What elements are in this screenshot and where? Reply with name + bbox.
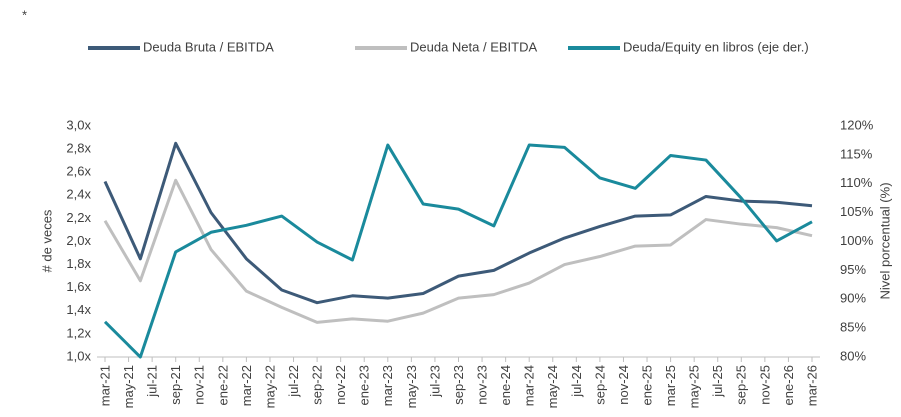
line-series xyxy=(103,178,813,324)
x-tick-label: may-23 xyxy=(404,365,419,408)
x-tick-label: nov-23 xyxy=(475,365,490,405)
x-tick-label: ene-22 xyxy=(215,365,230,405)
y2-tick-label: 110% xyxy=(840,175,873,190)
x-tick-label: sep-24 xyxy=(592,365,607,405)
y-tick-label: 2,2x xyxy=(66,210,91,225)
y2-tick-label: 80% xyxy=(840,348,866,363)
x-tick-label: nov-22 xyxy=(333,365,348,405)
x-tick-label: sep-22 xyxy=(310,365,325,405)
x-tick-label: mar-23 xyxy=(380,365,395,406)
note: * xyxy=(22,7,27,22)
x-tick-label: ene-26 xyxy=(781,365,796,405)
y2-tick-label: 120% xyxy=(840,117,874,132)
x-tick-label: may-24 xyxy=(545,365,560,408)
x-tick-label: mar-22 xyxy=(239,365,254,406)
y-tick-label: 2,8x xyxy=(66,141,91,156)
y-tick-label: 2,0x xyxy=(66,233,91,248)
x-tick-label: may-21 xyxy=(121,365,136,408)
y2-tick-label: 105% xyxy=(840,204,874,219)
y2-tick-label: 90% xyxy=(840,291,866,306)
y2-tick-label: 115% xyxy=(840,146,873,161)
x-tick-label: jul-24 xyxy=(569,365,584,398)
y2-axis-label: Nivel porcentual (%) xyxy=(877,182,892,299)
y-tick-label: 1,4x xyxy=(66,302,91,317)
y-tick-label: 2,6x xyxy=(66,164,91,179)
y-tick-label: 1,6x xyxy=(66,279,91,294)
x-tick-label: nov-24 xyxy=(616,365,631,405)
x-tick-label: ene-25 xyxy=(639,365,654,405)
x-tick-label: mar-24 xyxy=(522,365,537,406)
legend-label: Deuda Neta / EBITDA xyxy=(410,39,537,54)
x-tick-label: sep-25 xyxy=(734,365,749,405)
x-tick-label: ene-23 xyxy=(357,365,372,405)
x-tick-label: jul-21 xyxy=(145,365,160,398)
legend-label: Deuda/Equity en libros (eje der.) xyxy=(623,39,809,54)
x-tick-label: nov-21 xyxy=(192,365,207,405)
y2-tick-label: 100% xyxy=(840,233,874,248)
x-tick-label: mar-21 xyxy=(97,365,112,406)
y-axis-label: # de veces xyxy=(39,209,54,272)
x-tick-label: ene-24 xyxy=(498,365,513,405)
x-tick-label: mar-26 xyxy=(804,365,819,406)
x-tick-label: may-25 xyxy=(687,365,702,408)
y-tick-label: 2,4x xyxy=(66,187,91,202)
y-tick-label: 3,0x xyxy=(66,117,91,132)
x-tick-label: jul-25 xyxy=(710,365,725,398)
x-tick-label: jul-23 xyxy=(427,365,442,398)
y-tick-label: 1,2x xyxy=(66,325,91,340)
line-series xyxy=(103,141,813,305)
y-tick-label: 1,0x xyxy=(66,348,91,363)
x-tick-label: mar-25 xyxy=(663,365,678,406)
y2-tick-label: 95% xyxy=(840,262,866,277)
x-tick-label: sep-23 xyxy=(451,365,466,405)
x-tick-label: nov-25 xyxy=(757,365,772,405)
x-tick-label: sep-21 xyxy=(168,365,183,405)
x-tick-label: jul-22 xyxy=(286,365,301,398)
y2-tick-label: 85% xyxy=(840,320,866,335)
x-tick-label: may-22 xyxy=(262,365,277,408)
y-tick-label: 1,8x xyxy=(66,256,91,271)
line-series xyxy=(103,143,813,359)
legend-label: Deuda Bruta / EBITDA xyxy=(143,39,274,54)
